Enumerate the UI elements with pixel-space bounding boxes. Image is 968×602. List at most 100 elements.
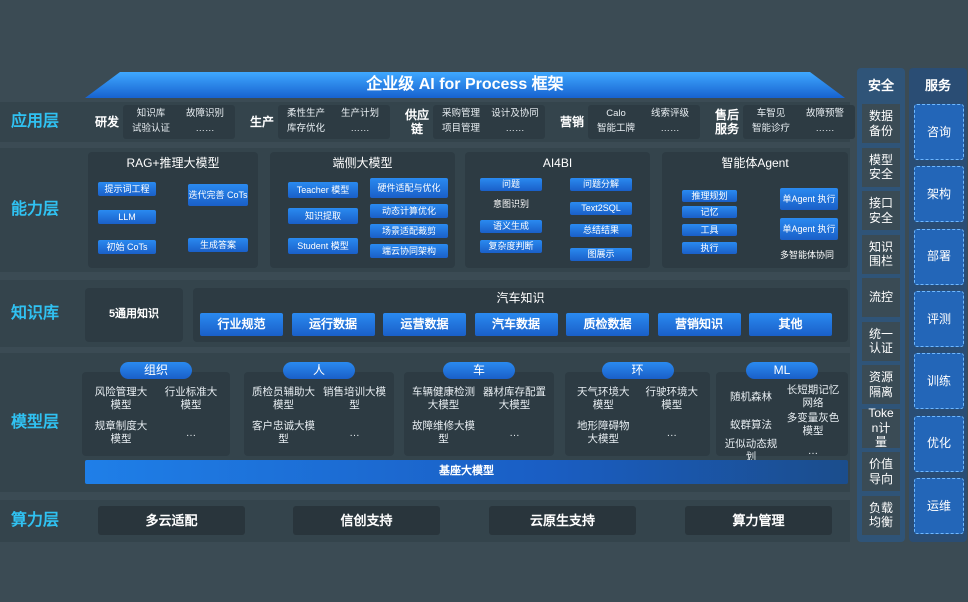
model-item: 近似动态规划 — [724, 438, 778, 463]
capability-title: 端侧大模型 — [332, 155, 393, 170]
capability-box: 端云协同架构 — [370, 244, 448, 258]
model-item: 长短期记忆网络 — [786, 384, 840, 409]
title: 企业级 AI for Process 框架 — [366, 76, 564, 94]
security-item: 数据备份 — [862, 104, 900, 143]
security-item: 接口安全 — [862, 191, 900, 230]
capability-box: 知识提取 — [288, 208, 358, 224]
knowledge-item: 汽车数据 — [474, 313, 558, 336]
capability-box: 初始 CoTs — [98, 240, 156, 254]
service-item: 运维 — [914, 477, 964, 534]
compute-item: 多云适配 — [98, 506, 245, 535]
capability-title: RAG+推理大模型 — [126, 155, 220, 170]
service-item: 优化 — [914, 415, 964, 472]
capability-box: Student 模型 — [288, 238, 358, 254]
capability-box: 单Agent 执行 — [780, 188, 838, 210]
capability-box: 动态计算优化 — [370, 204, 448, 218]
capability-box: 图展示 — [570, 248, 632, 261]
app-item: 车智见 — [756, 108, 786, 120]
model-item: 车辆健康检测大模型 — [412, 386, 475, 411]
app-domain: 供应链 — [404, 107, 429, 136]
app-item: 库存优化 — [286, 123, 325, 135]
model-group — [565, 372, 710, 456]
model-group-name: 组织 — [120, 362, 192, 379]
service-item: 训练 — [914, 353, 964, 410]
model-item: 风险管理大模型 — [94, 386, 148, 411]
app-domain: 研发 — [94, 114, 119, 129]
app-domain: 售后服务 — [714, 107, 739, 136]
compute-item: 信创支持 — [293, 506, 440, 535]
capability-title: 智能体Agent — [721, 155, 789, 170]
security-item: 流控 — [862, 278, 900, 317]
capability-box: 问题 — [480, 178, 542, 191]
title-banner — [85, 72, 845, 98]
services-title: 服务 — [924, 78, 951, 94]
capability-box: Text2SQL — [570, 202, 632, 215]
model-item: 质检员辅助大模型 — [252, 386, 315, 411]
knowledge-item: 运营数据 — [383, 313, 466, 336]
knowledge-general: 5通用知识 — [108, 308, 160, 321]
app-item: …… — [815, 123, 835, 135]
app-panel — [433, 105, 545, 139]
app-item: 智能诊疗 — [751, 123, 790, 135]
app-panel — [278, 105, 390, 139]
layer-label: 模型层 — [10, 413, 59, 431]
knowledge-title: 汽车知识 — [496, 290, 545, 305]
capability-box: 场景适配裁剪 — [370, 224, 448, 238]
security-item: 统一认证 — [862, 321, 900, 361]
model-group-name: 环 — [601, 362, 674, 379]
model-group-name: 车 — [443, 362, 515, 379]
model-group — [404, 372, 554, 456]
model-item: … — [509, 426, 520, 439]
capability-box: LLM — [98, 210, 156, 224]
security-item: 知识围栏 — [862, 234, 900, 274]
knowledge-item: 行业规范 — [200, 313, 283, 336]
app-item: …… — [350, 123, 370, 135]
app-item: 线索评级 — [650, 108, 689, 120]
app-panel — [123, 105, 235, 139]
capability-box: 推理规划 — [682, 190, 737, 202]
model-item: 行业标准大模型 — [164, 386, 218, 411]
layer-label: 知识库 — [10, 304, 59, 322]
model-group — [82, 372, 230, 456]
layer-label: 应用层 — [10, 113, 59, 131]
base-model: 基座大模型 — [85, 460, 848, 484]
security-item: 资源隔离 — [862, 365, 900, 404]
security-item: 负载均衡 — [862, 495, 900, 535]
model-item: 多变量灰色模型 — [786, 412, 840, 437]
knowledge-item: 运行数据 — [291, 313, 375, 336]
capability-title: AI4BI — [542, 155, 573, 170]
app-item: …… — [660, 123, 680, 135]
layer-label: 算力层 — [10, 512, 59, 530]
capability-box: 迭代完善 CoTs — [188, 184, 248, 206]
app-item: 生产计划 — [340, 108, 379, 120]
security-item: Token计量 — [862, 406, 900, 449]
capability-box: 硬件适配与优化 — [370, 178, 448, 198]
capability-box: 问题分解 — [570, 178, 632, 191]
service-item: 评测 — [914, 290, 964, 347]
knowledge-general-panel — [85, 288, 183, 342]
app-item: …… — [195, 123, 215, 135]
capability-box: 总结结果 — [570, 224, 632, 237]
model-item: … — [349, 426, 360, 439]
app-item: 设计及协同 — [491, 108, 539, 120]
app-item: 知识库 — [136, 108, 166, 120]
capability-box: 复杂度判断 — [480, 240, 542, 253]
app-domain: 营销 — [559, 114, 584, 129]
app-item: 故障识别 — [185, 108, 224, 120]
model-group — [244, 372, 394, 456]
capability-box: 工具 — [682, 224, 737, 236]
knowledge-item: 质检数据 — [566, 313, 649, 336]
security-title: 安全 — [867, 78, 894, 94]
app-item: 采购管理 — [441, 108, 480, 120]
model-item: 器材库存配置大模型 — [483, 386, 546, 411]
service-item: 咨询 — [914, 104, 964, 160]
layer-label: 能力层 — [10, 201, 59, 219]
knowledge-item: 营销知识 — [657, 313, 741, 336]
capability-text: 意图识别 — [492, 199, 529, 210]
model-group — [716, 372, 848, 456]
app-item: 故障预警 — [805, 108, 844, 120]
app-item: 试验认证 — [131, 123, 170, 135]
capability-box: Teacher 模型 — [288, 182, 358, 198]
